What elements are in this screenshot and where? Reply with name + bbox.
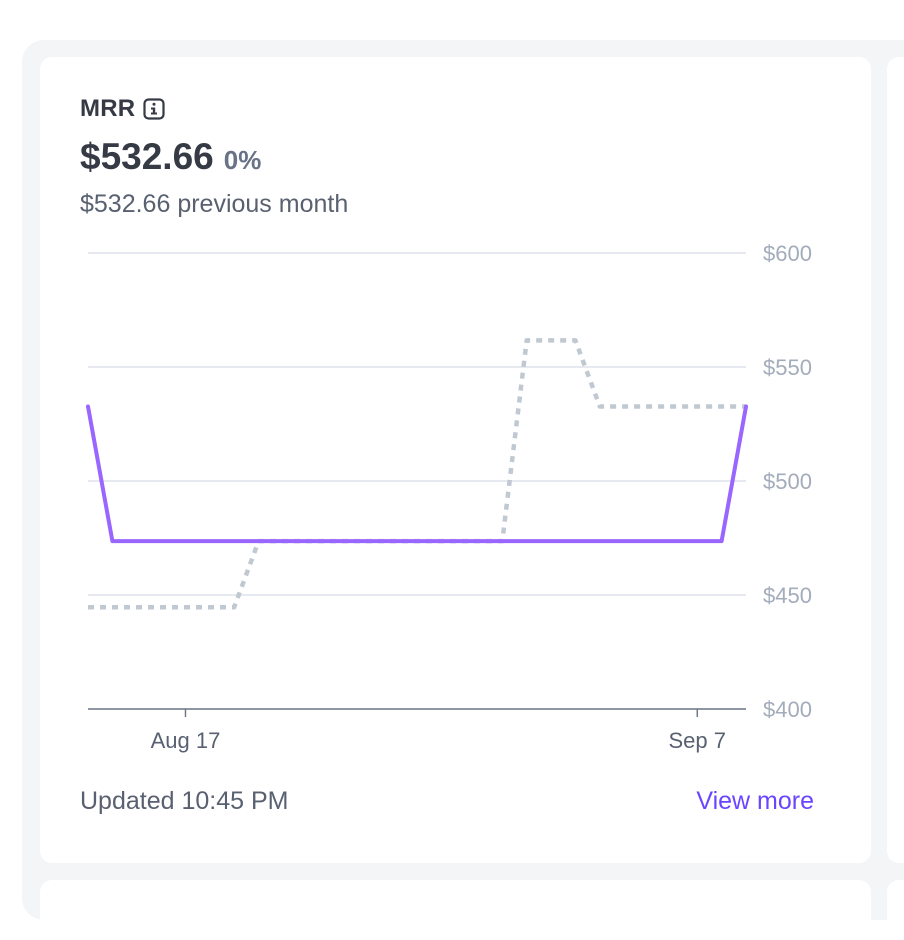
y-tick-label: $450: [763, 583, 812, 608]
current-period-series-line: [86, 404, 748, 544]
metric-change: 0%: [223, 145, 262, 175]
mrr-line-chart: $600 $550 $500 $450 $400 Aug 17 Sep 7: [86, 241, 812, 753]
mrr-card: [40, 57, 871, 863]
card-header: MRR: [80, 94, 165, 124]
y-tick-label: $500: [763, 469, 812, 494]
metric-value-row: $532.66 0%: [80, 136, 261, 178]
updated-timestamp: Updated 10:45 PM: [80, 787, 289, 815]
view-more-link[interactable]: View more: [696, 787, 814, 815]
x-tick-label: Aug 17: [151, 728, 221, 753]
metric-value: $532.66: [80, 136, 214, 177]
previous-period-series-line: [88, 338, 746, 610]
y-tick-label: $400: [763, 697, 812, 722]
y-tick-label: $550: [763, 355, 812, 380]
info-icon[interactable]: [143, 98, 165, 120]
previous-period-value: $532.66 previous month: [80, 190, 349, 218]
y-tick-label: $600: [763, 241, 812, 266]
adjacent-card: [887, 57, 904, 863]
x-tick-label: Sep 7: [669, 728, 727, 753]
card-title: MRR: [80, 95, 136, 122]
